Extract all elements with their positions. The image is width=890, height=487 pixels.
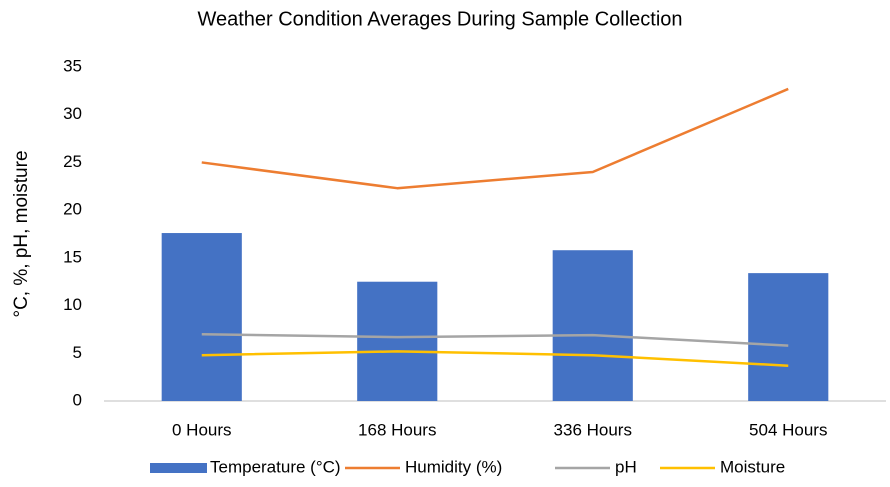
y-tick-label: 35 — [63, 56, 82, 75]
y-tick-label: 15 — [63, 247, 82, 266]
y-tick-label: 20 — [63, 200, 82, 219]
bar — [552, 250, 633, 401]
y-axis-label: °C, %, pH, moisture — [11, 150, 32, 317]
y-tick-label: 5 — [73, 343, 82, 362]
y-tick-label: 25 — [63, 152, 82, 171]
line — [201, 87, 789, 190]
x-tick-label: 168 Hours — [358, 420, 436, 439]
y-tick-label: 0 — [73, 390, 82, 409]
bar — [748, 273, 829, 401]
legend-label: pH — [615, 457, 637, 476]
y-tick-label: 30 — [63, 104, 82, 123]
x-tick-label: 504 Hours — [749, 420, 827, 439]
bar — [161, 233, 242, 401]
legend-label: Temperature (°C) — [210, 457, 341, 476]
x-tick-label: 0 Hours — [172, 420, 232, 439]
x-tick-label: 336 Hours — [554, 420, 632, 439]
y-tick-label: 10 — [63, 295, 82, 314]
line — [201, 332, 789, 347]
legend-label: Moisture — [720, 457, 785, 476]
chart-title: Weather Condition Averages During Sample… — [197, 8, 682, 30]
line — [201, 350, 789, 367]
legend-swatch — [150, 463, 207, 473]
bar — [357, 281, 438, 401]
legend-label: Humidity (%) — [405, 457, 502, 476]
